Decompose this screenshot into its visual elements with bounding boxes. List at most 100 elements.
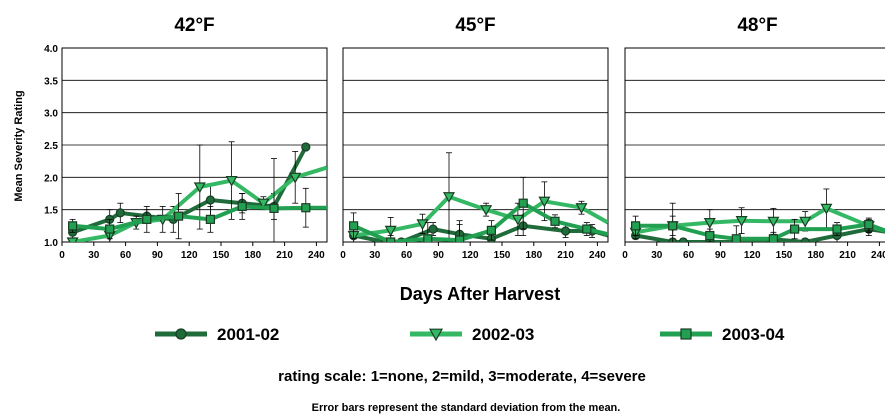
x-tick-label: 180 [244, 250, 261, 261]
series-2003-04 [349, 176, 608, 242]
x-tick-label: 30 [369, 250, 381, 261]
data-point [668, 221, 678, 231]
data-point [799, 216, 812, 228]
legend-marker [175, 328, 187, 340]
y-tick-label: 1.5 [44, 206, 58, 217]
data-point [384, 225, 397, 237]
x-tick-label: 150 [494, 250, 511, 261]
data-point [518, 198, 528, 208]
legend-label: 2002-03 [472, 325, 534, 344]
chart-legend: 2001-02 2002-03 2003-04 [155, 325, 785, 344]
legend-marker [680, 328, 692, 340]
data-point [205, 214, 215, 224]
panel-title: 48°F [737, 15, 777, 36]
data-point [442, 192, 456, 203]
data-point [832, 224, 842, 234]
x-tick-label: 90 [433, 250, 445, 261]
data-point [301, 203, 311, 213]
data-point [115, 208, 125, 218]
data-point [386, 237, 396, 242]
data-point [174, 211, 184, 221]
x-tick-label: 120 [744, 250, 761, 261]
data-point [630, 221, 641, 231]
data-point [423, 234, 433, 242]
series-2002-03 [347, 152, 608, 242]
panel-title: 45°F [455, 15, 495, 36]
data-point [269, 203, 279, 213]
x-tick-label: 90 [152, 250, 164, 261]
x-tick-label: 60 [120, 250, 132, 261]
x-tick-label: 150 [776, 250, 793, 261]
x-tick-label: 210 [276, 250, 293, 261]
series-2003-04 [630, 202, 885, 242]
data-point [800, 237, 810, 242]
data-point [582, 224, 592, 234]
data-point [416, 219, 429, 231]
data-point [142, 214, 152, 224]
x-tick-label: 210 [557, 250, 574, 261]
x-tick-label: 0 [59, 250, 65, 261]
x-tick-label: 180 [807, 250, 824, 261]
panel-0: 42°F 1.0 1.5 2.0 2.5 3.0 3.5 4.0 0 30 60 90 120 150 18… [44, 15, 328, 261]
y-tick-label: 3.0 [44, 109, 58, 120]
legend-label: 2003-04 [722, 325, 785, 344]
legend-item-2002-03: 2002-03 [410, 325, 534, 344]
data-point [349, 221, 359, 231]
x-tick-label: 90 [715, 250, 727, 261]
data-point [428, 224, 438, 234]
data-point [511, 214, 524, 226]
x-tick-label: 30 [88, 250, 100, 261]
data-point [205, 195, 215, 205]
series-2002-03 [629, 188, 885, 240]
plot-frame [342, 47, 609, 243]
plot-frame [61, 47, 328, 243]
x-tick-label: 120 [181, 250, 198, 261]
data-point [105, 224, 115, 234]
x-tick-label: 60 [401, 250, 413, 261]
data-point [480, 205, 493, 216]
data-point [560, 226, 571, 236]
y-tick-label: 1.0 [44, 238, 58, 249]
legend-label: 2001-02 [217, 325, 279, 344]
data-point [455, 235, 465, 242]
data-point [67, 221, 78, 231]
y-tick-label: 3.5 [44, 76, 58, 87]
chart-panels: 42°F 1.0 1.5 2.0 2.5 3.0 3.5 4.0 0 30 60 90 120 150 18… [44, 15, 885, 261]
data-point [575, 203, 588, 214]
x-tick-label: 240 [589, 250, 606, 261]
y-tick-label: 2.0 [44, 173, 58, 184]
data-point [66, 237, 79, 242]
series-2003-04 [67, 158, 327, 242]
data-point [864, 219, 874, 230]
data-point [820, 203, 833, 215]
x-tick-label: 240 [308, 250, 325, 261]
data-point [789, 224, 800, 234]
x-tick-label: 180 [525, 250, 542, 261]
x-tick-label: 240 [871, 250, 885, 261]
x-tick-label: 0 [340, 250, 346, 261]
panel-1: 45°F 0 30 60 90 120 150 180 210 240 [340, 15, 609, 261]
data-point [678, 237, 688, 242]
data-point [225, 175, 238, 187]
data-point [703, 218, 716, 229]
x-tick-label: 120 [462, 250, 479, 261]
data-point [289, 172, 302, 184]
data-point [768, 234, 779, 242]
x-tick-label: 150 [213, 250, 230, 261]
legend-item-2003-04: 2003-04 [660, 325, 785, 344]
legend-marker [428, 328, 444, 342]
x-axis-label: Days After Harvest [400, 284, 560, 304]
panel-title: 42°F [174, 15, 214, 36]
y-tick-label: 4.0 [44, 44, 58, 55]
data-point [731, 234, 741, 242]
y-tick-label: 2.5 [44, 141, 58, 152]
x-tick-label: 0 [622, 250, 628, 261]
x-tick-label: 60 [683, 250, 695, 261]
rating-scale-note: rating scale: 1=none, 2=mild, 3=moderate… [278, 368, 646, 385]
y-axis-label: Mean Severity Rating [13, 90, 25, 201]
x-tick-label: 210 [839, 250, 856, 261]
data-point [193, 182, 206, 194]
data-point [705, 230, 715, 241]
